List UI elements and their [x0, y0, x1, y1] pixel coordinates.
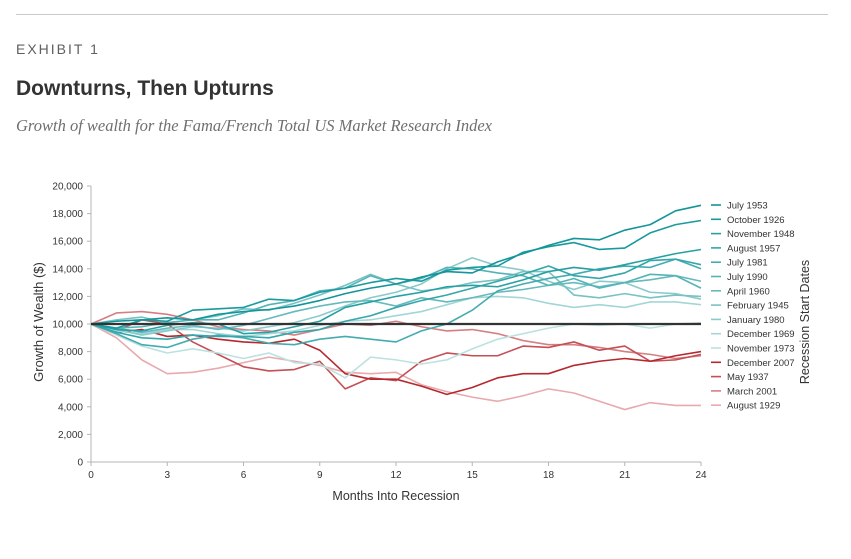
- legend-label: May 1937: [727, 372, 769, 383]
- exhibit-label: EXHIBIT 1: [16, 41, 100, 57]
- y-tick-label: 4,000: [58, 402, 83, 413]
- y-tick-label: 12,000: [52, 292, 83, 303]
- series-line: [90, 319, 702, 390]
- x-tick-label: 18: [543, 470, 555, 481]
- legend-label: February 1945: [727, 301, 789, 312]
- chart-subtitle: Growth of wealth for the Fama/French Tot…: [16, 116, 492, 135]
- y-tick-label: 8,000: [58, 347, 83, 358]
- legend-label: November 1973: [727, 344, 795, 355]
- legend-label: December 1969: [727, 329, 795, 340]
- legend: July 1953 October 1926 November 1948 August…: [711, 201, 795, 412]
- legend-label: January 1980: [727, 315, 785, 326]
- series-line: [90, 248, 702, 335]
- legend-label: August 1957: [727, 243, 780, 254]
- x-tick-label: 15: [467, 470, 479, 481]
- legend-title: Recession Start Dates: [798, 260, 812, 384]
- series-lines: [90, 204, 702, 411]
- y-tick-label: 2,000: [58, 430, 83, 441]
- series-line: [90, 323, 701, 411]
- axes: 0 2,000 4,000 6,000 8,000 10,000 12,000 14,000 1…: [52, 182, 707, 482]
- series-line: [90, 256, 702, 336]
- series-line: [90, 321, 702, 379]
- y-tick-label: 18,000: [52, 209, 83, 220]
- series-line: [90, 219, 702, 329]
- x-tick-label: 12: [390, 470, 402, 481]
- x-tick-label: 0: [88, 470, 94, 481]
- y-tick-label: 14,000: [52, 264, 83, 275]
- chart-title: Downturns, Then Upturns: [16, 77, 274, 100]
- y-tick-label: 20,000: [52, 182, 83, 193]
- top-divider: [16, 14, 828, 15]
- y-tick-label: 16,000: [52, 237, 83, 248]
- legend-label: December 2007: [727, 358, 795, 369]
- legend-label: August 1929: [727, 401, 780, 412]
- y-tick-label: 6,000: [58, 375, 83, 386]
- legend-label: October 1926: [727, 215, 785, 226]
- legend-label: July 1981: [727, 258, 768, 269]
- legend-label: November 1948: [727, 229, 795, 240]
- y-tick-label: 0: [77, 458, 83, 469]
- y-tick-label: 10,000: [52, 320, 83, 331]
- series-line: [90, 258, 702, 349]
- legend-label: July 1953: [727, 201, 768, 212]
- x-axis-label: Months Into Recession: [332, 489, 459, 503]
- x-tick-label: 6: [241, 470, 247, 481]
- x-tick-label: 9: [317, 470, 323, 481]
- x-tick-label: 3: [164, 470, 170, 481]
- series-line: [90, 274, 702, 334]
- legend-label: April 1960: [727, 286, 770, 297]
- x-tick-label: 24: [695, 470, 707, 481]
- series-line: [90, 204, 702, 325]
- y-axis-label: Growth of Wealth ($): [31, 262, 46, 382]
- x-tick-label: 21: [619, 470, 631, 481]
- series-line: [90, 295, 702, 338]
- series-line: [90, 258, 702, 340]
- legend-label: March 2001: [727, 386, 777, 397]
- legend-label: July 1990: [727, 272, 768, 283]
